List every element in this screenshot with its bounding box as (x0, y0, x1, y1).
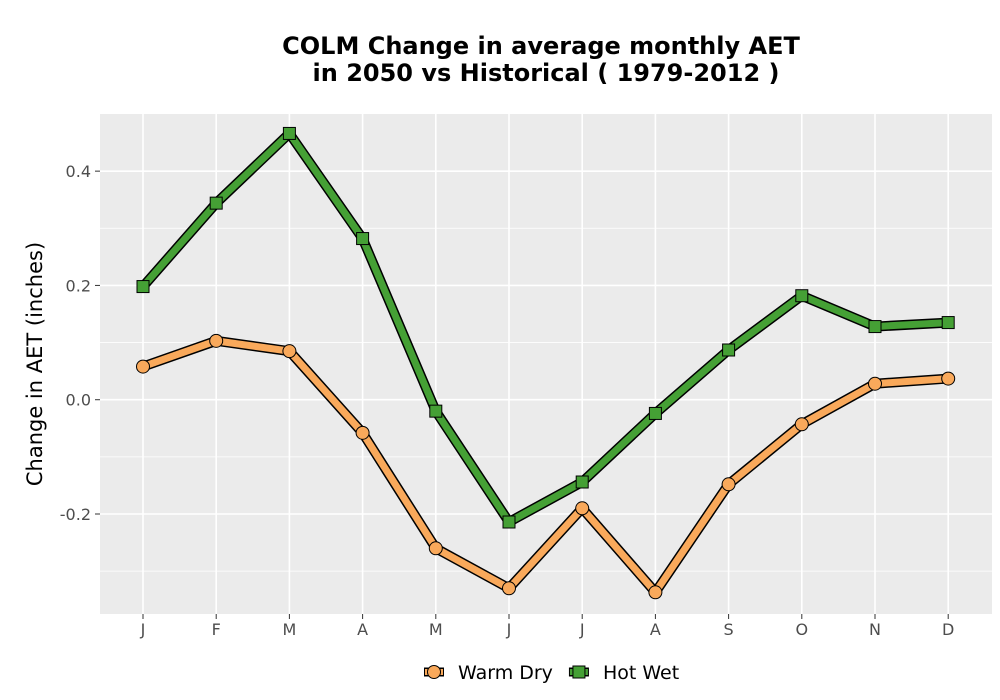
data-point (941, 316, 955, 330)
data-point (941, 371, 956, 386)
data-point (648, 406, 662, 420)
data-point (868, 376, 882, 391)
series-layer (136, 126, 956, 600)
y-tick-label: 0.0 (66, 391, 91, 410)
x-tick-label: J (579, 620, 585, 639)
plot-background (100, 114, 992, 614)
data-point (795, 289, 809, 303)
legend-item: Warm Dry (424, 662, 553, 684)
x-tick-label: M (429, 620, 443, 639)
legend: Warm Dry Hot Wet (424, 662, 679, 684)
data-point (282, 344, 297, 359)
data-point (502, 581, 516, 596)
x-tick-label: A (650, 620, 661, 639)
data-point (356, 232, 370, 246)
y-tick-label: 0.4 (66, 162, 91, 181)
data-point (575, 475, 589, 489)
legend-marker (572, 665, 586, 679)
x-tick-label: D (942, 620, 954, 639)
chart-title-line-2: in 2050 vs Historical ( 1979-2012 ) (313, 59, 780, 87)
data-point (355, 425, 370, 440)
data-point (502, 515, 516, 529)
y-axis-label: Change in AET (inches) (23, 242, 47, 486)
y-tick-label: 0.2 (66, 276, 91, 295)
data-point (136, 280, 150, 294)
data-point (428, 541, 443, 556)
x-tick-label: A (357, 620, 368, 639)
y-tick-label: -0.2 (60, 505, 91, 524)
series-warm-dry (136, 333, 956, 600)
x-tick-label: M (282, 620, 296, 639)
x-tick-label: J (140, 620, 146, 639)
data-point (868, 320, 882, 334)
data-point (721, 477, 736, 492)
data-point (794, 417, 809, 432)
x-tick-label: N (869, 620, 881, 639)
data-point (575, 501, 590, 516)
chart-title-line-1: COLM Change in average monthly AET (282, 32, 800, 60)
data-point (209, 196, 223, 210)
legend-marker (427, 665, 441, 679)
legend-item: Hot Wet (568, 662, 679, 684)
x-tick-label: S (724, 620, 734, 639)
data-point (429, 404, 443, 418)
series-line (139, 129, 952, 526)
data-point (648, 585, 663, 600)
data-point (136, 359, 150, 374)
data-point (282, 126, 296, 140)
legend-label: Hot Wet (603, 662, 679, 684)
series-hot-wet (136, 126, 955, 529)
y-axis: -0.2 0.0 0.2 0.4 (60, 162, 100, 524)
x-tick-label: O (796, 620, 809, 639)
data-point (722, 343, 736, 357)
legend-label: Warm Dry (458, 662, 553, 684)
data-point (209, 333, 224, 348)
x-tick-label: F (212, 620, 221, 639)
x-tick-label: J (506, 620, 512, 639)
series-line (139, 337, 952, 596)
